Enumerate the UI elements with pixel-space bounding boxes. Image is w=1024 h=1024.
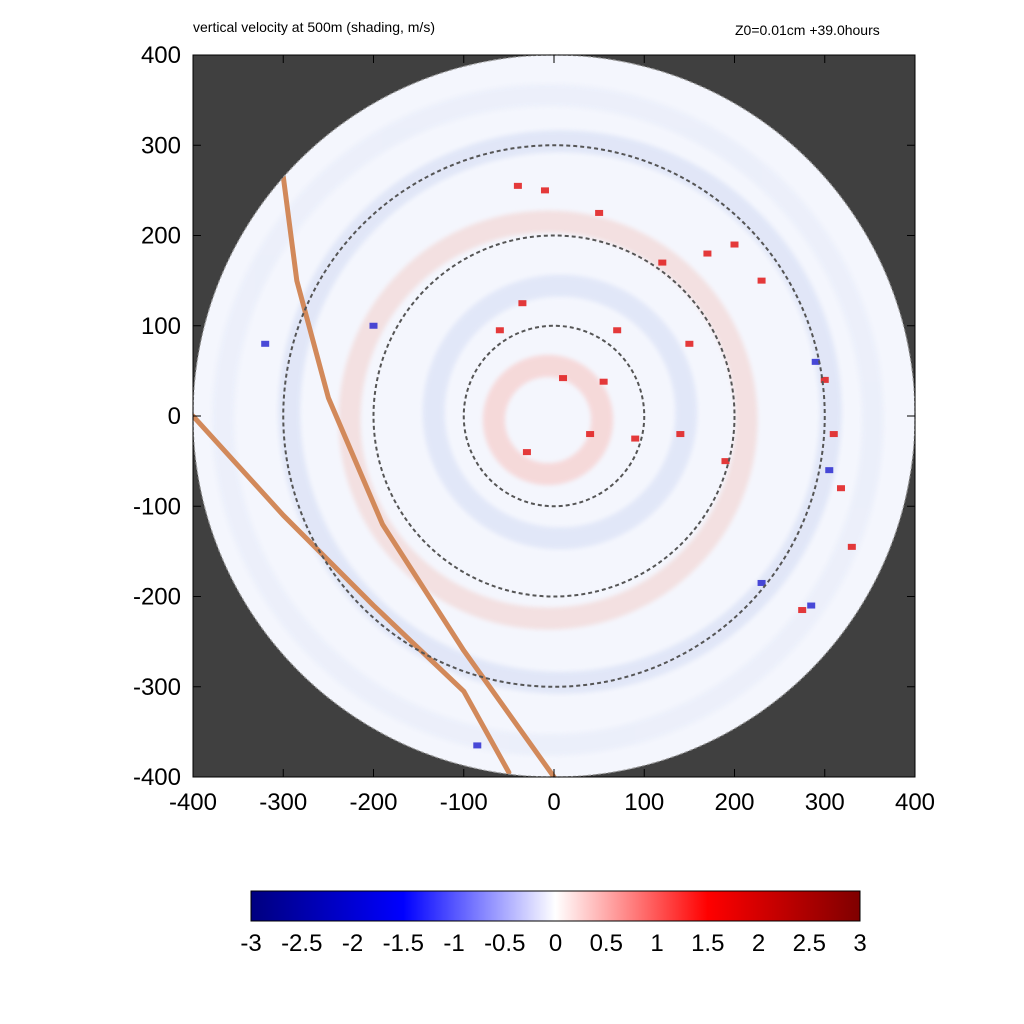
updraft-cell <box>730 241 739 248</box>
downdraft-cell <box>369 322 378 329</box>
downdraft-cell <box>807 602 816 609</box>
plot-title: vertical velocity at 500m (shading, m/s) <box>193 19 435 35</box>
colorbar-tick-label: 0 <box>549 930 562 957</box>
colorbar-tick-label: -1 <box>443 930 464 957</box>
updraft-cell <box>847 543 856 550</box>
updraft-cell <box>522 449 531 456</box>
colorbar <box>250 890 861 922</box>
colorbar-tick-label: 2 <box>752 930 765 957</box>
y-tick-label: 100 <box>141 313 181 340</box>
updraft-cell <box>559 375 568 382</box>
updraft-cell <box>676 431 685 438</box>
y-tick-label: 200 <box>141 223 181 250</box>
colorbar-tick-label: 1.5 <box>691 930 724 957</box>
updraft-cell <box>757 277 766 284</box>
x-tick-label: 100 <box>624 789 664 816</box>
x-tick-label: -300 <box>259 789 307 816</box>
updraft-cell <box>599 378 608 385</box>
model-domain <box>193 55 915 777</box>
storm-track <box>193 413 512 775</box>
y-tick-label: -300 <box>133 674 181 701</box>
updraft-cell <box>586 431 595 438</box>
updraft-cell <box>513 182 522 189</box>
case-label: Z0=0.01cm +39.0hours <box>735 22 880 38</box>
spiral-band <box>212 84 884 756</box>
downdraft-cell <box>473 742 482 749</box>
x-tick-label: 300 <box>805 789 845 816</box>
y-tick-label: -400 <box>133 764 181 791</box>
colorbar-tick-label: -2.5 <box>281 930 322 957</box>
updraft-cell <box>829 431 838 438</box>
colorbar-tick-label: 3 <box>853 930 866 957</box>
updraft-cell <box>495 327 504 334</box>
x-tick-label: -400 <box>169 789 217 816</box>
reference-circle <box>282 144 826 688</box>
colorbar-tick-label: -3 <box>240 930 261 957</box>
updraft-cell <box>518 300 527 307</box>
spiral-band <box>482 354 614 486</box>
updraft-cell <box>658 259 667 266</box>
updraft-cell <box>820 376 829 383</box>
x-tick-label: -200 <box>349 789 397 816</box>
y-tick-label: 400 <box>141 42 181 69</box>
downdraft-cell <box>811 358 820 365</box>
spiral-band <box>338 210 758 630</box>
downdraft-cell <box>757 579 766 586</box>
downdraft-cell <box>825 467 834 474</box>
colorbar-tick-label: 1 <box>650 930 663 957</box>
updraft-cell <box>613 327 622 334</box>
x-tick-label: 0 <box>547 789 560 816</box>
colorbar-tick-label: 2.5 <box>793 930 826 957</box>
colorbar-tick-label: -1.5 <box>383 930 424 957</box>
feature-layer <box>261 182 856 749</box>
x-tick-label: 200 <box>714 789 754 816</box>
velocity-field <box>193 84 884 777</box>
updraft-cell <box>631 435 640 442</box>
updraft-cell <box>836 485 845 492</box>
storm-track <box>280 174 557 777</box>
y-tick-label: -200 <box>133 584 181 611</box>
spiral-bands <box>212 84 884 756</box>
downdraft-cell <box>261 340 270 347</box>
colorbar-tick-label: -2 <box>342 930 363 957</box>
updraft-cell <box>685 340 694 347</box>
updraft-cell <box>798 607 807 614</box>
updraft-cell <box>595 209 604 216</box>
spiral-band <box>422 274 698 550</box>
colorbar-tick-label: -0.5 <box>484 930 525 957</box>
reference-circle <box>462 324 646 508</box>
colorbar-tick-label: 0.5 <box>590 930 623 957</box>
updraft-cell <box>721 458 730 465</box>
updraft-cell <box>540 187 549 194</box>
y-tick-label: -100 <box>133 493 181 520</box>
updraft-cell <box>703 250 712 257</box>
x-tick-label: -100 <box>440 789 488 816</box>
spiral-band <box>278 130 842 694</box>
x-tick-label: 400 <box>895 789 935 816</box>
y-tick-label: 0 <box>168 403 181 430</box>
reference-circle <box>372 234 736 598</box>
y-tick-label: 300 <box>141 132 181 159</box>
